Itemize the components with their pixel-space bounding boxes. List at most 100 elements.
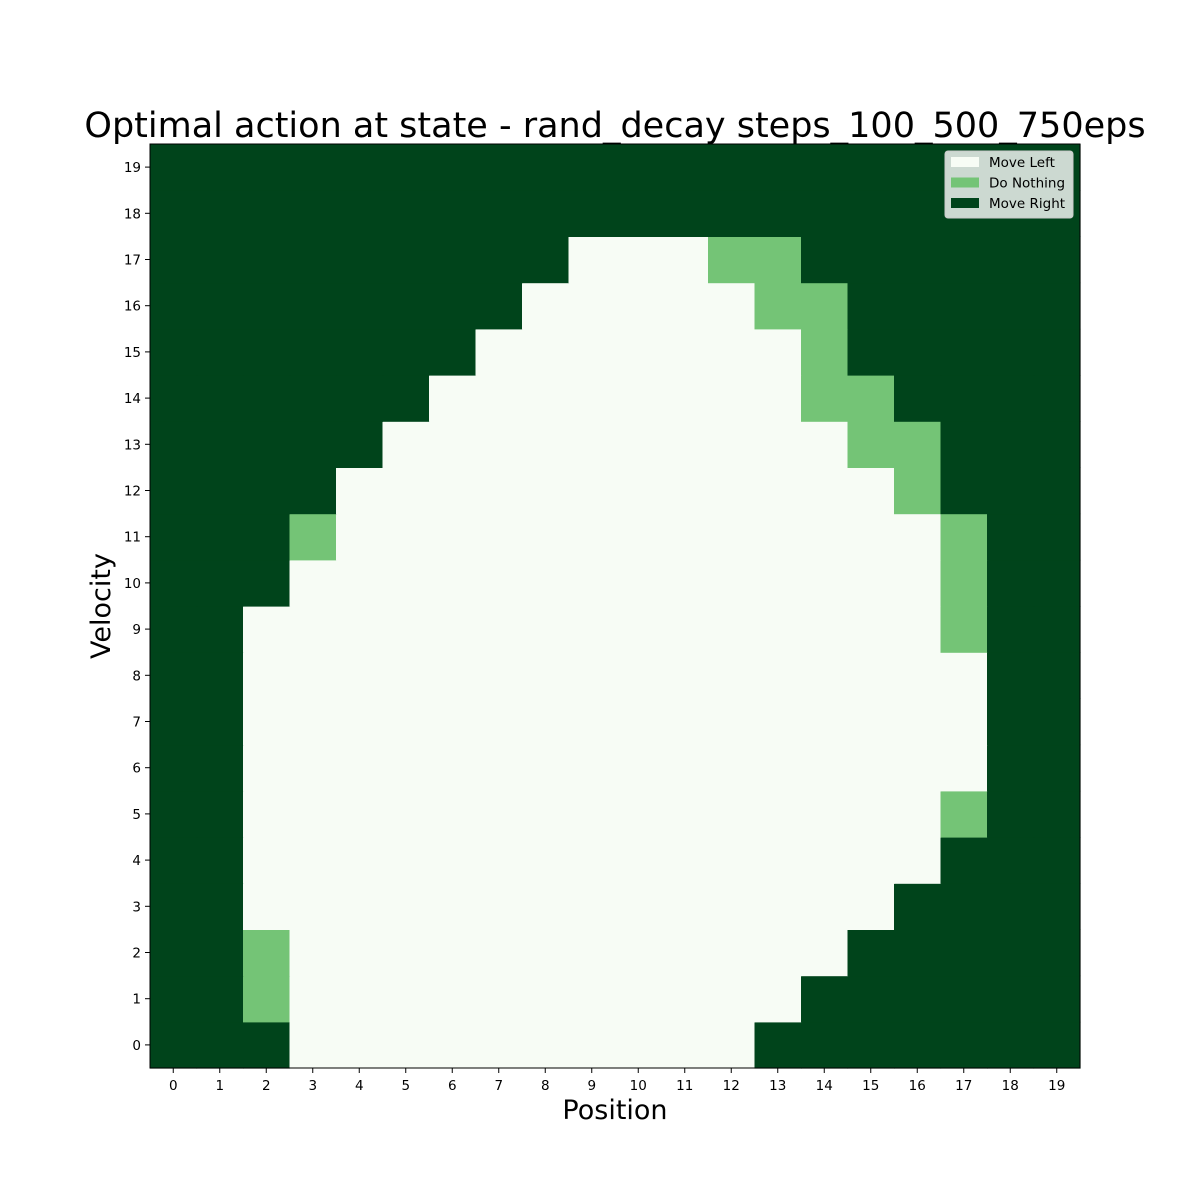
heatmap-cell bbox=[522, 744, 570, 792]
heatmap-cell bbox=[987, 606, 1035, 653]
heatmap-cell bbox=[661, 421, 709, 468]
heatmap-cell bbox=[475, 421, 523, 468]
heatmap-cell bbox=[196, 559, 244, 607]
heatmap-cell bbox=[801, 282, 849, 330]
heatmap-cell bbox=[894, 144, 942, 191]
heatmap-cell bbox=[429, 975, 477, 1023]
heatmap-cell bbox=[894, 282, 942, 330]
heatmap-cell bbox=[894, 467, 942, 515]
heatmap-cell bbox=[429, 559, 477, 607]
heatmap-cell bbox=[940, 328, 988, 376]
heatmap-cell bbox=[708, 1021, 756, 1069]
heatmap-cell bbox=[475, 328, 523, 376]
heatmap-cell bbox=[475, 652, 523, 699]
x-tick-label: 3 bbox=[308, 1078, 317, 1094]
heatmap-cell bbox=[708, 698, 756, 746]
heatmap-cell bbox=[150, 837, 198, 884]
heatmap-cell bbox=[894, 652, 942, 699]
heatmap-cell bbox=[940, 837, 988, 884]
heatmap-cell bbox=[801, 559, 849, 607]
heatmap-cell bbox=[1033, 421, 1081, 468]
heatmap-cell bbox=[847, 513, 895, 561]
heatmap-cell bbox=[336, 559, 384, 607]
heatmap-cell bbox=[987, 328, 1035, 376]
heatmap-cell bbox=[429, 698, 477, 746]
heatmap-cell bbox=[615, 236, 663, 284]
heatmap-cell bbox=[150, 606, 198, 653]
heatmap-cell bbox=[708, 883, 756, 930]
heatmap-cell bbox=[196, 513, 244, 561]
heatmap-cell bbox=[150, 929, 198, 977]
heatmap-cell bbox=[894, 744, 942, 792]
heatmap-cell bbox=[940, 929, 988, 977]
y-tick-label: 1 bbox=[132, 992, 141, 1008]
heatmap-cell bbox=[382, 421, 430, 468]
heatmap-cell bbox=[336, 652, 384, 699]
heatmap-cell bbox=[243, 1021, 291, 1069]
heatmap-cell bbox=[801, 1021, 849, 1069]
heatmap-cell bbox=[475, 467, 523, 515]
heatmap-cell bbox=[289, 790, 337, 838]
heatmap-cell bbox=[429, 790, 477, 838]
x-axis-ticks: 0 1 2 3 4 5 6 7 8 9 10 11 12 13 14 15 16 17 18 19 bbox=[169, 1068, 1065, 1094]
x-tick-label: 14 bbox=[816, 1078, 833, 1094]
heatmap-cell bbox=[568, 282, 616, 330]
heatmap-cell bbox=[661, 144, 709, 191]
heatmap-cell bbox=[382, 790, 430, 838]
heatmap-cell bbox=[243, 328, 291, 376]
heatmap-cell bbox=[196, 190, 244, 237]
y-tick-label: 12 bbox=[124, 484, 141, 500]
heatmap-cell bbox=[661, 1021, 709, 1069]
heatmap-cell bbox=[940, 606, 988, 653]
heatmap-cell bbox=[475, 883, 523, 930]
heatmap-cell bbox=[615, 282, 663, 330]
heatmap-cell bbox=[615, 698, 663, 746]
heatmap-cell bbox=[1033, 929, 1081, 977]
heatmap-cell bbox=[847, 236, 895, 284]
heatmap-cell bbox=[708, 421, 756, 468]
heatmap-cell bbox=[708, 190, 756, 237]
heatmap-cell bbox=[615, 606, 663, 653]
heatmap-cell bbox=[708, 790, 756, 838]
heatmap-cell bbox=[429, 421, 477, 468]
heatmap-cell bbox=[847, 375, 895, 422]
x-tick-label: 5 bbox=[401, 1078, 410, 1094]
heatmap-cell bbox=[196, 837, 244, 884]
heatmap-cell bbox=[382, 698, 430, 746]
heatmap-cell bbox=[708, 837, 756, 884]
heatmap-cell bbox=[987, 513, 1035, 561]
heatmap-cell bbox=[150, 144, 198, 191]
heatmap-cell bbox=[987, 1021, 1035, 1069]
heatmap-cell bbox=[289, 282, 337, 330]
heatmap-cell bbox=[243, 467, 291, 515]
heatmap-cell bbox=[708, 328, 756, 376]
heatmap-cell bbox=[522, 606, 570, 653]
heatmap-cell bbox=[150, 975, 198, 1023]
heatmap-cell bbox=[243, 744, 291, 792]
heatmap-cell bbox=[940, 236, 988, 284]
heatmap-cell bbox=[708, 744, 756, 792]
heatmap-cell bbox=[615, 375, 663, 422]
heatmap-cell bbox=[754, 606, 802, 653]
heatmap-cell bbox=[150, 652, 198, 699]
heatmap-cell bbox=[847, 744, 895, 792]
heatmap-cell bbox=[336, 467, 384, 515]
heatmap-cell bbox=[243, 975, 291, 1023]
heatmap-cell bbox=[801, 421, 849, 468]
heatmap-cell bbox=[522, 790, 570, 838]
heatmap-cell bbox=[336, 282, 384, 330]
heatmap-cell bbox=[754, 282, 802, 330]
heatmap-cell bbox=[1033, 467, 1081, 515]
heatmap-cell bbox=[196, 375, 244, 422]
heatmap-cell bbox=[289, 559, 337, 607]
heatmap-cell bbox=[475, 698, 523, 746]
heatmap-cell bbox=[615, 929, 663, 977]
heatmap-cell bbox=[708, 282, 756, 330]
heatmap-cell bbox=[894, 606, 942, 653]
heatmap-cell bbox=[522, 375, 570, 422]
heatmap-cell bbox=[661, 467, 709, 515]
heatmap-cell bbox=[568, 606, 616, 653]
heatmap-cell bbox=[243, 929, 291, 977]
y-tick-label: 14 bbox=[124, 391, 141, 407]
heatmap-cell bbox=[336, 144, 384, 191]
